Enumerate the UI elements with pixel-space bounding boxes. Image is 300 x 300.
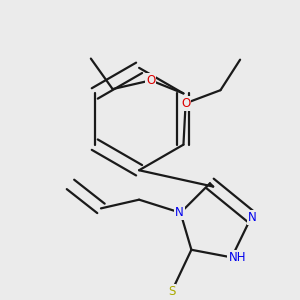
Text: O: O	[146, 74, 155, 87]
Text: O: O	[181, 97, 190, 110]
Text: N: N	[175, 206, 184, 219]
Text: S: S	[168, 285, 176, 298]
Text: NH: NH	[228, 251, 246, 264]
Text: N: N	[248, 211, 257, 224]
